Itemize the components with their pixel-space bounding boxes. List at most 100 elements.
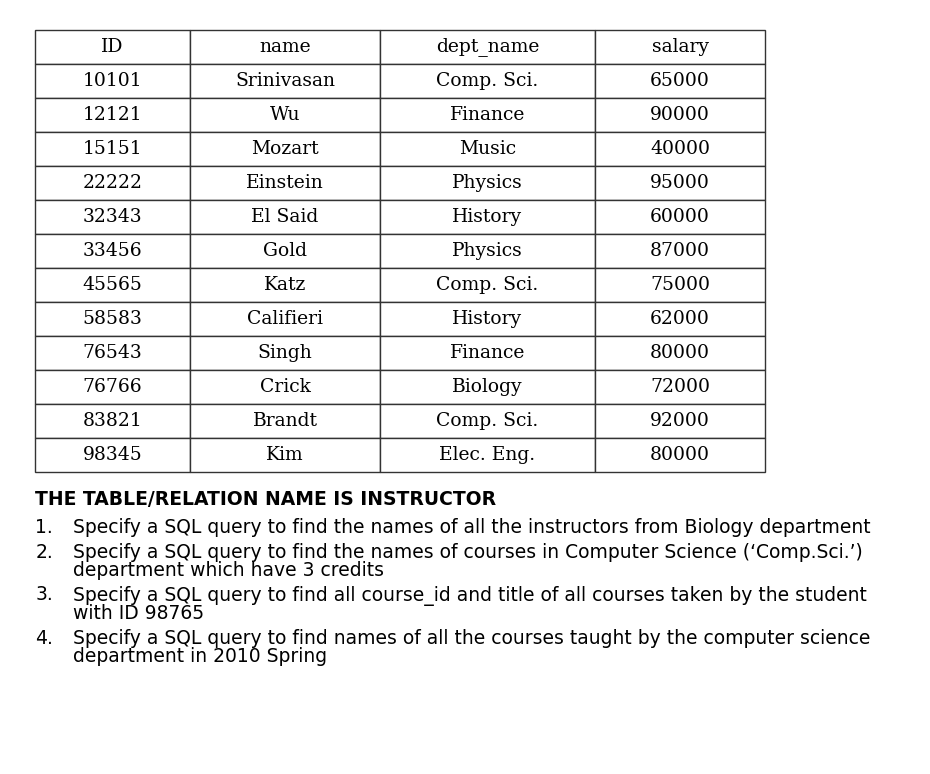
Text: Crick: Crick — [259, 378, 311, 396]
Text: 22222: 22222 — [83, 174, 142, 192]
Text: department in 2010 Spring: department in 2010 Spring — [73, 647, 327, 666]
Bar — [190, 370, 380, 404]
Text: Wu: Wu — [270, 106, 300, 124]
Text: 40000: 40000 — [650, 140, 710, 158]
Bar — [35, 370, 190, 404]
Bar — [380, 302, 595, 336]
Bar — [35, 438, 190, 472]
Bar — [595, 268, 765, 302]
Bar — [595, 30, 765, 64]
Bar — [190, 166, 380, 200]
Text: 98345: 98345 — [83, 446, 142, 464]
Bar — [595, 132, 765, 166]
Text: Biology: Biology — [452, 378, 523, 396]
Text: THE TABLE/RELATION NAME IS INSTRUCTOR: THE TABLE/RELATION NAME IS INSTRUCTOR — [35, 490, 496, 509]
Text: salary: salary — [652, 38, 709, 56]
Bar — [595, 234, 765, 268]
Bar — [35, 30, 190, 64]
Text: 87000: 87000 — [650, 242, 710, 260]
Bar — [595, 336, 765, 370]
Bar — [595, 98, 765, 132]
Text: Mozart: Mozart — [251, 140, 319, 158]
Text: 76543: 76543 — [83, 344, 142, 362]
Text: Comp. Sci.: Comp. Sci. — [436, 412, 538, 430]
Bar — [35, 200, 190, 234]
Text: dept_name: dept_name — [436, 37, 539, 57]
Bar — [380, 370, 595, 404]
Text: 1.: 1. — [35, 518, 53, 537]
Text: 95000: 95000 — [650, 174, 710, 192]
Bar — [380, 132, 595, 166]
Text: Physics: Physics — [452, 174, 523, 192]
Bar — [380, 404, 595, 438]
Text: Specify a SQL query to find all course_id and title of all courses taken by the : Specify a SQL query to find all course_i… — [73, 585, 867, 605]
Bar — [595, 370, 765, 404]
Text: Music: Music — [458, 140, 516, 158]
Text: 72000: 72000 — [650, 378, 710, 396]
Bar — [35, 166, 190, 200]
Bar — [380, 268, 595, 302]
Bar — [380, 200, 595, 234]
Text: department which have 3 credits: department which have 3 credits — [73, 561, 384, 580]
Bar — [190, 404, 380, 438]
Text: Srinivasan: Srinivasan — [235, 72, 335, 90]
Text: 58583: 58583 — [83, 310, 142, 328]
Text: Specify a SQL query to find the names of all the instructors from Biology depart: Specify a SQL query to find the names of… — [73, 518, 870, 537]
Text: Katz: Katz — [264, 276, 306, 294]
Bar — [35, 404, 190, 438]
Text: 32343: 32343 — [83, 208, 142, 226]
Text: 2.: 2. — [35, 543, 53, 561]
Bar — [595, 438, 765, 472]
Text: 4.: 4. — [35, 628, 53, 648]
Bar — [35, 132, 190, 166]
Bar — [190, 438, 380, 472]
Text: Comp. Sci.: Comp. Sci. — [436, 72, 538, 90]
Text: 92000: 92000 — [650, 412, 710, 430]
Text: 45565: 45565 — [83, 276, 142, 294]
Text: Elec. Eng.: Elec. Eng. — [440, 446, 536, 464]
Bar — [35, 98, 190, 132]
Bar — [595, 404, 765, 438]
Text: Brandt: Brandt — [253, 412, 317, 430]
Text: Specify a SQL query to find the names of courses in Computer Science (‘Comp.Sci.: Specify a SQL query to find the names of… — [73, 543, 863, 561]
Bar — [380, 336, 595, 370]
Text: 80000: 80000 — [650, 446, 710, 464]
Bar — [190, 234, 380, 268]
Text: ID: ID — [101, 38, 124, 56]
Text: with ID 98765: with ID 98765 — [73, 604, 204, 623]
Bar — [190, 302, 380, 336]
Text: History: History — [452, 310, 523, 328]
Text: 10101: 10101 — [83, 72, 142, 90]
Bar — [380, 166, 595, 200]
Text: Finance: Finance — [450, 344, 525, 362]
Text: El Said: El Said — [251, 208, 319, 226]
Text: Einstein: Einstein — [246, 174, 324, 192]
Bar — [35, 336, 190, 370]
Text: Comp. Sci.: Comp. Sci. — [436, 276, 538, 294]
Bar — [190, 98, 380, 132]
Bar — [380, 438, 595, 472]
Bar — [190, 268, 380, 302]
Text: Califieri: Califieri — [247, 310, 323, 328]
Text: 62000: 62000 — [650, 310, 710, 328]
Text: 3.: 3. — [35, 585, 53, 604]
Text: Gold: Gold — [263, 242, 307, 260]
Text: 33456: 33456 — [83, 242, 142, 260]
Text: name: name — [259, 38, 311, 56]
Bar — [595, 200, 765, 234]
Bar — [35, 268, 190, 302]
Bar — [190, 64, 380, 98]
Bar — [380, 64, 595, 98]
Bar — [35, 234, 190, 268]
Text: 75000: 75000 — [650, 276, 710, 294]
Bar — [35, 64, 190, 98]
Text: Kim: Kim — [266, 446, 304, 464]
Text: 60000: 60000 — [650, 208, 710, 226]
Text: Singh: Singh — [258, 344, 312, 362]
Text: History: History — [452, 208, 523, 226]
Text: Physics: Physics — [452, 242, 523, 260]
Bar — [190, 132, 380, 166]
Bar — [190, 200, 380, 234]
Bar — [380, 30, 595, 64]
Bar — [595, 64, 765, 98]
